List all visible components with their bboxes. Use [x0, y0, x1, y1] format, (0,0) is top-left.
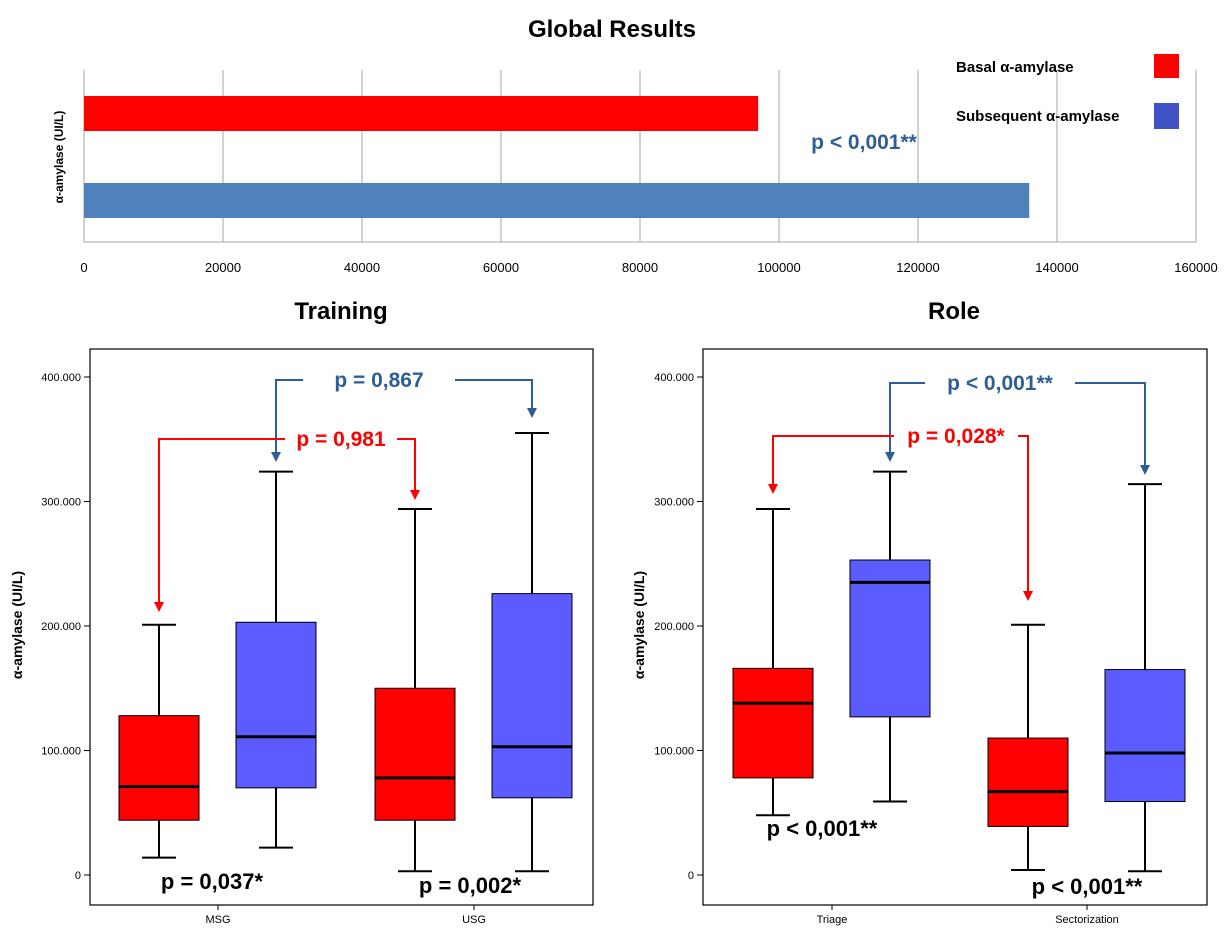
y-tick-label: 400.000: [654, 372, 694, 384]
global-p-value: p < 0,001**: [811, 131, 917, 154]
global-x-tick-label: 80000: [622, 260, 658, 275]
training-p-right: p = 0,002*: [419, 873, 522, 898]
y-tick-label: 200.000: [41, 621, 81, 633]
training-p-left: p = 0,037*: [161, 869, 264, 894]
training-blue-bracket-arrowhead: [271, 452, 281, 462]
training-plot: 0 100.000 200.000 300.000 400.000 MSG USG p = 0…: [41, 348, 594, 926]
y-tick-label: 0: [75, 870, 81, 882]
role-red-bracket-label: p = 0,028*: [907, 425, 1005, 448]
box-iqr: [118, 715, 200, 821]
x-tick-label: MSG: [205, 914, 230, 926]
role-p-right: p < 0,001**: [1032, 874, 1143, 899]
training-blue-bracket-right-arm: [455, 379, 533, 410]
global-x-tick-label: 140000: [1035, 260, 1078, 275]
training-blue-bracket-label: p = 0,867: [334, 369, 423, 392]
global-x-tick-label: 0: [80, 260, 87, 275]
training-red-bracket-label: p = 0,981: [296, 428, 386, 451]
box-iqr: [987, 737, 1069, 827]
global-x-tick-label: 120000: [896, 260, 939, 275]
global-chart-title: Global Results: [528, 16, 696, 43]
role-chart: Role α-amylase (UI/L) 0 100.000 200.000 300…: [631, 298, 1208, 926]
y-tick-label: 400.000: [41, 372, 81, 384]
global-bar: [84, 96, 759, 131]
training-chart-title: Training: [294, 298, 387, 325]
training-red-bracket-arrowhead: [154, 602, 164, 612]
training-blue-bracket-left-arm: [275, 379, 303, 454]
role-blue-bracket-right-arm: [1075, 382, 1146, 467]
training-blue-bracket-arrowhead: [527, 408, 537, 418]
global-y-axis-label: α-amylase (UI/L): [52, 111, 66, 204]
role-p-left: p < 0,001**: [767, 816, 878, 841]
plot-frame: [89, 348, 594, 906]
global-x-tick-label: 40000: [344, 260, 380, 275]
role-chart-title: Role: [928, 298, 980, 325]
global-bars: [84, 96, 1030, 218]
global-bar: [84, 183, 1030, 218]
role-blue-bracket-arrowhead: [1140, 465, 1150, 475]
role-blue-bracket-label: p < 0,001**: [947, 372, 1053, 395]
box-iqr: [849, 559, 931, 718]
training-red-bracket-arrowhead: [410, 490, 420, 500]
box-iqr: [732, 667, 814, 779]
global-x-tick-label: 100000: [757, 260, 800, 275]
box-iqr: [374, 687, 456, 821]
plot-frame: [702, 348, 1208, 906]
global-x-tick-label: 60000: [483, 260, 519, 275]
y-tick-label: 100.000: [654, 746, 694, 758]
training-red-bracket-left-arm: [158, 438, 285, 604]
global-results-chart: Global Results 0 20000 40000 60000 80000 1000…: [52, 16, 1218, 275]
training-y-axis-label: α-amylase (UI/L): [9, 571, 25, 679]
y-tick-label: 0: [688, 870, 694, 882]
role-blue-bracket-arrowhead: [885, 452, 895, 462]
role-plot: 0 100.000 200.000 300.000 400.000 Triage Secto…: [654, 348, 1208, 926]
box-iqr: [1104, 669, 1186, 803]
y-tick-label: 300.000: [654, 497, 694, 509]
legend-swatch-subsequent: [1154, 103, 1179, 129]
x-tick-label: USG: [462, 914, 486, 926]
role-red-bracket-right-arm: [1018, 435, 1029, 593]
global-x-tick-labels: 0 20000 40000 60000 80000 100000 120000 140000 1…: [80, 260, 1217, 275]
y-tick-label: 100.000: [41, 746, 81, 758]
box-iqr: [235, 621, 317, 789]
x-tick-label: Triage: [817, 914, 848, 926]
x-tick-label: Sectorization: [1055, 914, 1119, 926]
role-red-bracket-arrowhead: [1023, 591, 1033, 601]
global-x-tick-label: 160000: [1174, 260, 1217, 275]
y-tick-label: 300.000: [41, 497, 81, 509]
global-x-tick-label: 20000: [205, 260, 241, 275]
box-iqr: [491, 593, 573, 799]
legend-label-subsequent: Subsequent α-amylase: [956, 108, 1119, 125]
legend-swatch-basal: [1154, 54, 1179, 78]
y-tick-label: 200.000: [654, 621, 694, 633]
role-red-bracket-arrowhead: [768, 484, 778, 494]
legend: Basal α-amylase Subsequent α-amylase: [956, 54, 1179, 129]
training-red-bracket-right-arm: [397, 438, 416, 492]
training-chart: Training α-amylase (UI/L) 0 100.000 200.00…: [9, 298, 594, 926]
role-y-axis-label: α-amylase (UI/L): [631, 571, 647, 679]
legend-label-basal: Basal α-amylase: [956, 59, 1074, 76]
role-red-bracket-left-arm: [772, 435, 894, 486]
role-blue-bracket-left-arm: [889, 382, 925, 454]
